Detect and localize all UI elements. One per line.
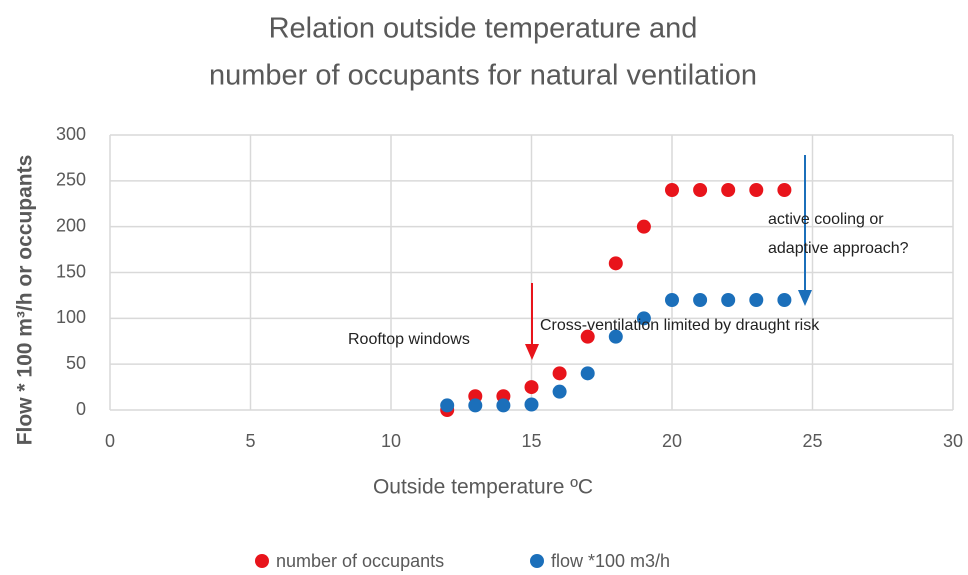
legend-marker [255,554,269,568]
y-tick-label: 200 [56,215,86,235]
annotation: active cooling or [768,211,884,228]
x-tick-label: 10 [381,431,401,451]
point [552,384,567,399]
point [749,293,764,307]
point [496,398,511,413]
point [524,380,539,395]
point [777,183,792,197]
point [693,293,708,307]
point [636,219,651,234]
x-tick-label: 15 [521,431,541,451]
point [665,293,679,307]
y-tick-label: 50 [66,353,86,373]
point [721,183,736,197]
point [440,398,455,413]
x-tick-label: 20 [662,431,682,451]
point [608,329,623,344]
legend-label: number of occupants [276,551,444,571]
point [580,366,595,381]
point [552,366,567,381]
chart-title: Relation outside temperature and [269,13,698,45]
point [636,311,651,326]
x-tick-label: 5 [245,431,255,451]
y-tick-label: 100 [56,307,86,327]
y-tick-label: 150 [56,261,86,281]
x-axis-label: Outside temperature ºC [373,476,593,499]
point [777,293,792,307]
y-tick-label: 300 [56,124,86,144]
annotation: adaptive approach? [768,240,909,257]
annotation: Rooftop windows [348,331,470,348]
x-tick-label: 25 [802,431,822,451]
y-tick-label: 0 [76,399,86,419]
point [693,183,708,197]
point [749,183,764,197]
point [524,397,539,412]
arrow-head [798,290,812,306]
y-axis-label: Flow * 100 m³/h or occupants [14,155,37,446]
point [608,256,623,271]
y-tick-label: 250 [56,170,86,190]
arrow-head [525,344,539,360]
point [468,398,483,413]
chart-title: number of occupants for natural ventilat… [209,60,757,92]
x-tick-label: 0 [105,431,115,451]
annotation: Cross-ventilation limited by draught ris… [540,317,820,334]
point [580,329,595,344]
legend-marker [530,554,544,568]
x-tick-label: 30 [943,431,963,451]
point [665,183,679,197]
legend-label: flow *100 m3/h [551,551,670,571]
point [721,293,736,307]
